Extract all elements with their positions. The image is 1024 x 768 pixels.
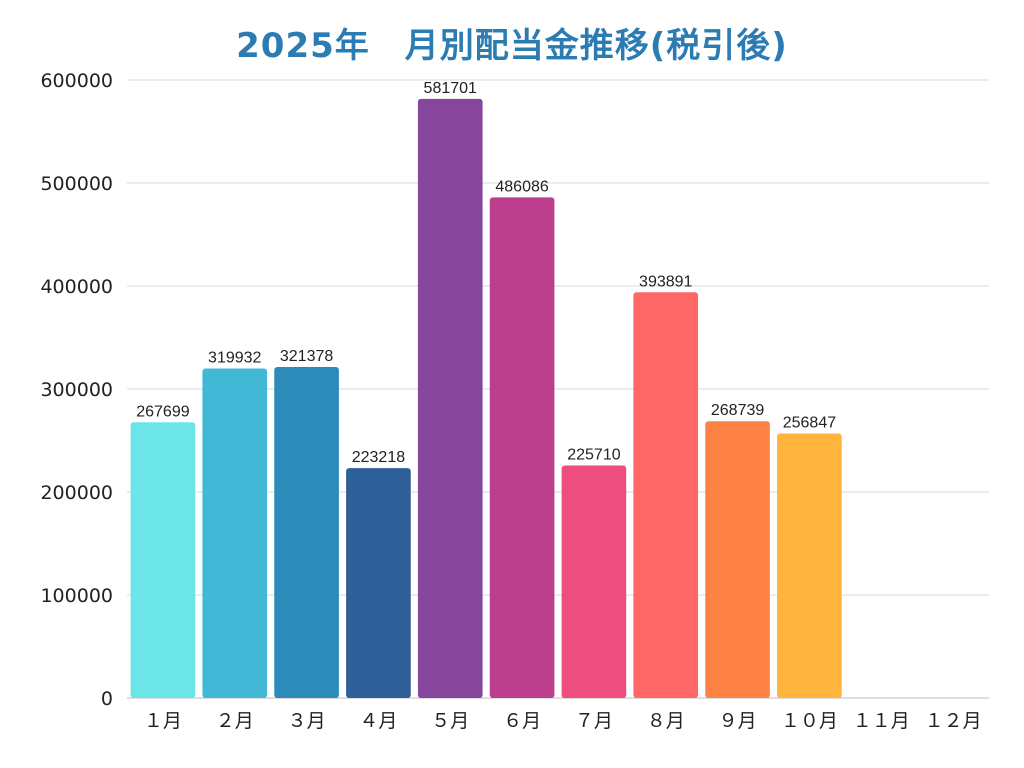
x-tick-label: ２月 — [216, 710, 254, 732]
x-tick-label: １月 — [144, 710, 182, 732]
x-tick-label: ３月 — [288, 710, 326, 732]
bar-value-label: 319932 — [208, 349, 261, 366]
bar-value-label: 393891 — [639, 273, 692, 290]
bar-value-label: 268739 — [711, 402, 764, 419]
y-tick-label: 0 — [101, 688, 113, 710]
y-axis-ticks: 0 100000 200000 300000 400000 500000 600000 — [40, 70, 113, 710]
bar — [346, 468, 411, 698]
x-tick-label: １０月 — [781, 710, 838, 732]
value-labels: 267699 319932 321378 223218 581701 486086 2257… — [136, 80, 836, 466]
grid-lines — [127, 79, 989, 699]
bar-value-label: 225710 — [567, 447, 620, 464]
bar — [633, 292, 699, 698]
bar-value-label: 321378 — [280, 348, 333, 365]
bar — [202, 368, 268, 698]
y-tick-label: 200000 — [40, 482, 113, 504]
bar — [130, 422, 196, 698]
y-tick-label: 600000 — [40, 70, 113, 92]
bars — [130, 98, 842, 699]
bar — [561, 465, 627, 698]
bar — [705, 421, 770, 698]
bar-value-label: 581701 — [424, 80, 477, 97]
y-tick-label: 300000 — [40, 379, 113, 401]
y-tick-label: 400000 — [40, 276, 113, 298]
x-tick-label: ７月 — [575, 710, 613, 732]
x-tick-label: ４月 — [359, 710, 397, 732]
y-tick-label: 100000 — [40, 585, 113, 607]
bar — [489, 197, 555, 698]
bar — [777, 433, 842, 698]
y-tick-label: 500000 — [40, 173, 113, 195]
chart-title: 2025年 月別配当金推移(税引後) — [236, 26, 788, 66]
bar-value-label: 223218 — [352, 449, 405, 466]
x-tick-label: ５月 — [431, 710, 469, 732]
x-tick-label: ９月 — [719, 710, 757, 732]
bar — [417, 98, 483, 699]
bar — [274, 366, 339, 698]
bar-value-label: 486086 — [495, 178, 548, 195]
bar-value-label: 267699 — [136, 403, 189, 420]
x-tick-label: ８月 — [647, 710, 685, 732]
bar-value-label: 256847 — [783, 414, 836, 431]
x-tick-label: ６月 — [503, 710, 541, 732]
x-tick-label: １２月 — [925, 710, 982, 732]
x-tick-label: １１月 — [853, 710, 910, 732]
x-axis-ticks: １月 ２月 ３月 ４月 ５月 ６月 ７月 ８月 ９月 １０月 １１月 １２月 — [144, 710, 982, 732]
